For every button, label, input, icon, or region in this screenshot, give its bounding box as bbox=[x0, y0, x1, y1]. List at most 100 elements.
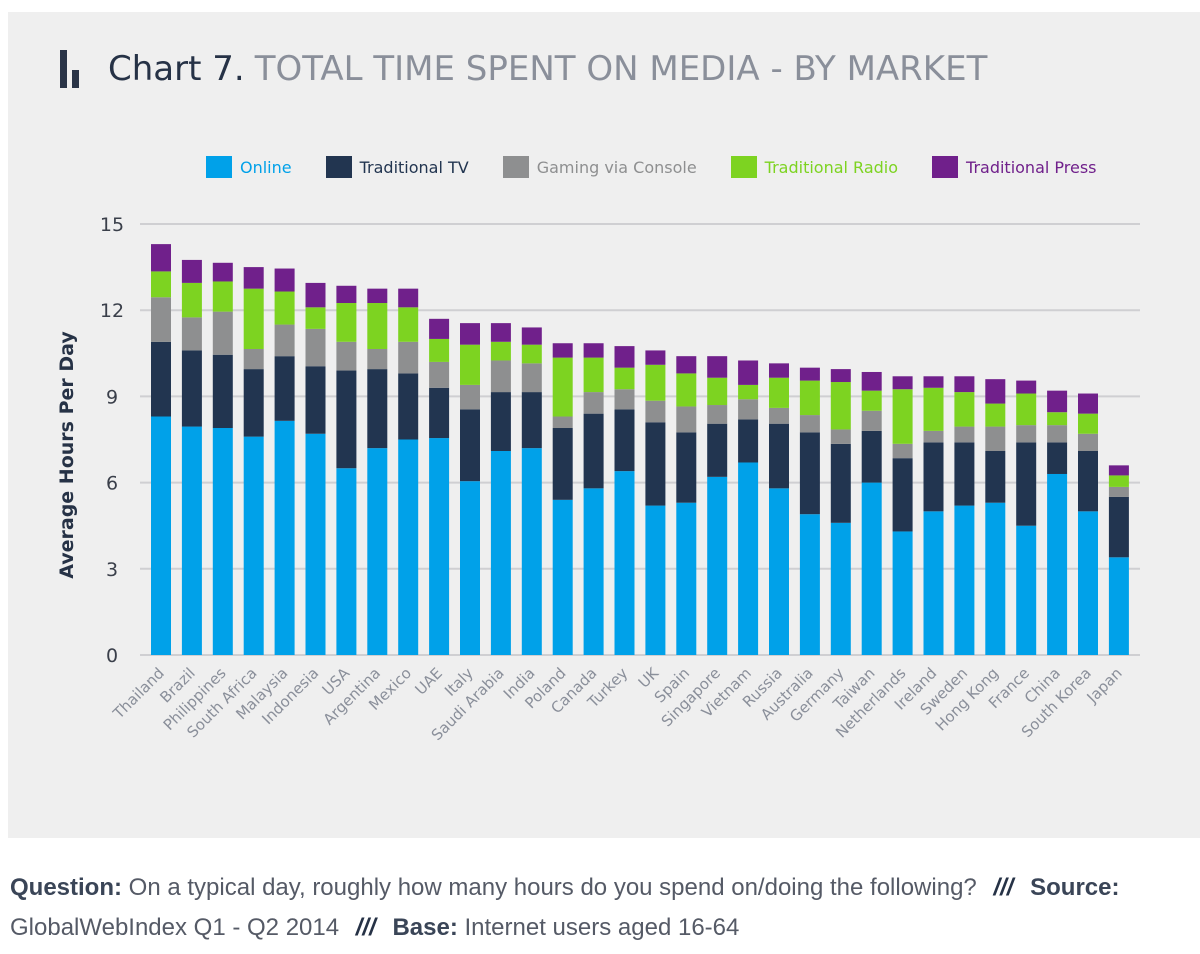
bar-segment bbox=[769, 377, 789, 408]
bar-segment bbox=[923, 442, 944, 512]
legend-label: Gaming via Console bbox=[536, 157, 697, 177]
bar-segment bbox=[769, 407, 789, 424]
bar-segment bbox=[738, 462, 759, 655]
bar-segment bbox=[1016, 393, 1037, 426]
bar-segment bbox=[645, 422, 666, 506]
bar-segment bbox=[954, 426, 975, 443]
bar-segment bbox=[336, 285, 357, 304]
bar-segment bbox=[552, 343, 573, 358]
legend-item: Traditional Radio bbox=[730, 156, 898, 178]
bar-segment bbox=[429, 338, 450, 362]
bar-segment bbox=[583, 488, 604, 655]
bar-segment bbox=[1108, 475, 1129, 487]
bar-segment bbox=[769, 423, 789, 489]
bar-segment bbox=[181, 259, 202, 283]
bar-segment bbox=[861, 410, 882, 431]
footer-separator: /// bbox=[993, 874, 1014, 901]
bar-segment bbox=[243, 267, 264, 289]
bar-segment bbox=[429, 361, 450, 388]
bar-segment bbox=[460, 344, 480, 385]
bar-segment bbox=[892, 389, 913, 444]
bar-segment bbox=[1078, 393, 1098, 414]
bar-segment bbox=[490, 392, 511, 451]
bar-segment bbox=[676, 432, 697, 503]
bar-segment bbox=[583, 357, 604, 393]
legend-label: Online bbox=[240, 157, 292, 177]
x-tick-label: UAE bbox=[411, 664, 445, 698]
bar-segment bbox=[799, 367, 820, 381]
bar-segment bbox=[1108, 465, 1129, 476]
chart-legend: Online Traditional TV Gaming via Console Tr… bbox=[206, 156, 1200, 178]
chart-header: Chart 7. TOTAL TIME SPENT ON MEDIA - BY … bbox=[60, 44, 987, 94]
bar-segment bbox=[1108, 496, 1129, 558]
question-text: On a typical day, roughly how many hours… bbox=[128, 874, 977, 901]
question-label: Question: bbox=[10, 874, 122, 901]
bar-segment bbox=[181, 426, 202, 655]
bar-segment bbox=[614, 346, 635, 368]
legend-swatch bbox=[325, 156, 352, 178]
bar-segment bbox=[367, 448, 388, 655]
bar-segment bbox=[274, 268, 295, 292]
bar-segment bbox=[1078, 511, 1098, 655]
bar-segment bbox=[521, 327, 542, 345]
bar-segment bbox=[460, 409, 480, 482]
bar-segment bbox=[985, 403, 1006, 427]
base-label: Base: bbox=[392, 914, 458, 941]
bar-segment bbox=[398, 373, 419, 440]
bar-segment bbox=[985, 426, 1006, 451]
bar-segment bbox=[212, 311, 233, 355]
bar-segment bbox=[521, 392, 542, 449]
bar-segment bbox=[1047, 412, 1068, 426]
bar-segment bbox=[738, 399, 759, 420]
bar-segment bbox=[830, 522, 851, 655]
y-tick-label: 6 bbox=[106, 473, 118, 495]
bar-segment bbox=[274, 291, 295, 325]
bar-segment bbox=[398, 307, 419, 342]
bar-segment bbox=[769, 363, 789, 378]
source-text: GlobalWebIndex Q1 - Q2 2014 bbox=[10, 914, 340, 941]
bar-segment bbox=[923, 511, 944, 655]
bar-segment bbox=[552, 499, 573, 655]
bar-segment bbox=[1078, 413, 1098, 434]
bar-segment bbox=[521, 363, 542, 393]
legend-swatch bbox=[206, 156, 232, 178]
bar-segment bbox=[181, 282, 202, 318]
footer-separator: /// bbox=[355, 914, 376, 941]
bar-segment bbox=[861, 430, 882, 483]
bar-segment bbox=[707, 476, 728, 655]
bar-segment bbox=[305, 307, 326, 329]
legend-item: Online bbox=[206, 156, 292, 178]
bar-segment bbox=[1047, 390, 1068, 413]
bar-segment bbox=[212, 281, 233, 312]
bar-segment bbox=[892, 443, 913, 459]
bar-segment bbox=[1047, 442, 1068, 474]
bar-segment bbox=[799, 514, 820, 655]
bar-segment bbox=[861, 482, 882, 655]
bar-segment bbox=[583, 392, 604, 414]
bar-segment bbox=[151, 244, 171, 272]
bar-segment bbox=[552, 428, 573, 500]
bar-segment bbox=[552, 416, 573, 429]
y-axis-label: Average Hours Per Day bbox=[56, 331, 78, 579]
bar-segment bbox=[1016, 525, 1037, 655]
legend-item: Gaming via Console bbox=[502, 156, 697, 178]
bar-segment bbox=[583, 413, 604, 489]
bar-segment bbox=[1108, 557, 1129, 655]
bar-segment bbox=[367, 369, 388, 449]
bar-segment bbox=[243, 288, 264, 349]
y-tick-label: 12 bbox=[100, 300, 124, 322]
base-text: Internet users aged 16-64 bbox=[464, 914, 740, 941]
y-tick-label: 9 bbox=[106, 386, 118, 408]
bar-segment bbox=[830, 429, 851, 444]
bar-segment bbox=[985, 450, 1006, 503]
footer-line-2: GlobalWebIndex Q1 - Q2 2014 /// Base: In… bbox=[10, 908, 1200, 948]
bar-segment bbox=[769, 488, 789, 655]
bar-segment bbox=[923, 430, 944, 443]
bar-segment bbox=[336, 341, 357, 371]
bar-segment bbox=[861, 371, 882, 391]
bar-segment bbox=[707, 377, 728, 406]
bar-segment bbox=[151, 341, 171, 417]
bar-segment bbox=[645, 364, 666, 401]
bar-segment bbox=[305, 328, 326, 367]
